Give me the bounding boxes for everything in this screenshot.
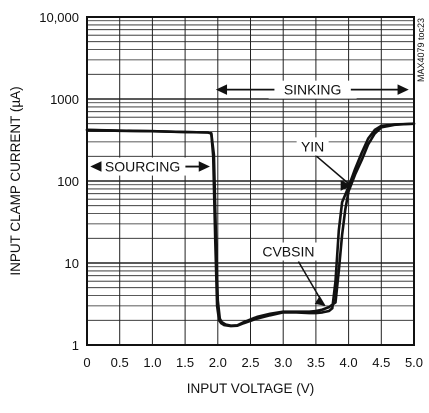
x-tick-label: 4.5 — [372, 355, 390, 370]
arrow-head — [314, 295, 326, 306]
y-tick-label: 1 — [72, 338, 79, 353]
x-tick-label: 0 — [83, 355, 90, 370]
leader-line — [297, 261, 322, 301]
x-tick-label: 3.0 — [274, 355, 292, 370]
x-tick-label: 2.0 — [209, 355, 227, 370]
label-background — [296, 137, 329, 156]
arrow-head — [198, 161, 210, 172]
cvbsin-label: CVBSIN — [262, 244, 314, 260]
x-tick-label: 1.5 — [176, 355, 194, 370]
arrow-head — [90, 161, 102, 172]
x-tick-label: 0.5 — [111, 355, 129, 370]
x-tick-label: 2.5 — [241, 355, 259, 370]
y-axis-title: INPUT CLAMP CURRENT (µA) — [8, 86, 23, 275]
grid — [87, 17, 414, 345]
yin-label: YIN — [301, 138, 324, 154]
arrow-head — [215, 84, 228, 95]
leader-line — [316, 155, 351, 186]
x-tick-label: 1.0 — [143, 355, 161, 370]
y-tick-label: 100 — [57, 174, 79, 189]
label-background — [268, 80, 357, 99]
plot-frame — [86, 16, 415, 346]
arrow-head — [397, 84, 409, 95]
y-tick-label: 10 — [65, 256, 79, 271]
x-tick-label: 3.5 — [307, 355, 325, 370]
x-tick-label: 5.0 — [405, 355, 423, 370]
y-tick-label: 1000 — [50, 92, 79, 107]
label-background — [256, 242, 321, 261]
annotations: SOURCING SINKING YIN CVBSIN — [90, 80, 409, 306]
series-layer — [85, 122, 416, 328]
sourcing-label: SOURCING — [105, 159, 180, 175]
label-background — [98, 157, 187, 176]
series-line — [85, 122, 416, 327]
x-tick-label: 4.0 — [340, 355, 358, 370]
figure-code-label: MAX4079 toc23 — [416, 18, 426, 82]
x-axis-title: INPUT VOLTAGE (V) — [187, 381, 315, 396]
arrow-head — [340, 180, 352, 191]
y-tick-label: 10,000 — [39, 10, 79, 25]
sinking-label: SINKING — [284, 82, 342, 98]
tick-labels: 0 0.5 1.0 1.5 2.0 2.5 3.0 3.5 4.0 4.5 5.0 1 10 100 100… — [39, 10, 423, 370]
